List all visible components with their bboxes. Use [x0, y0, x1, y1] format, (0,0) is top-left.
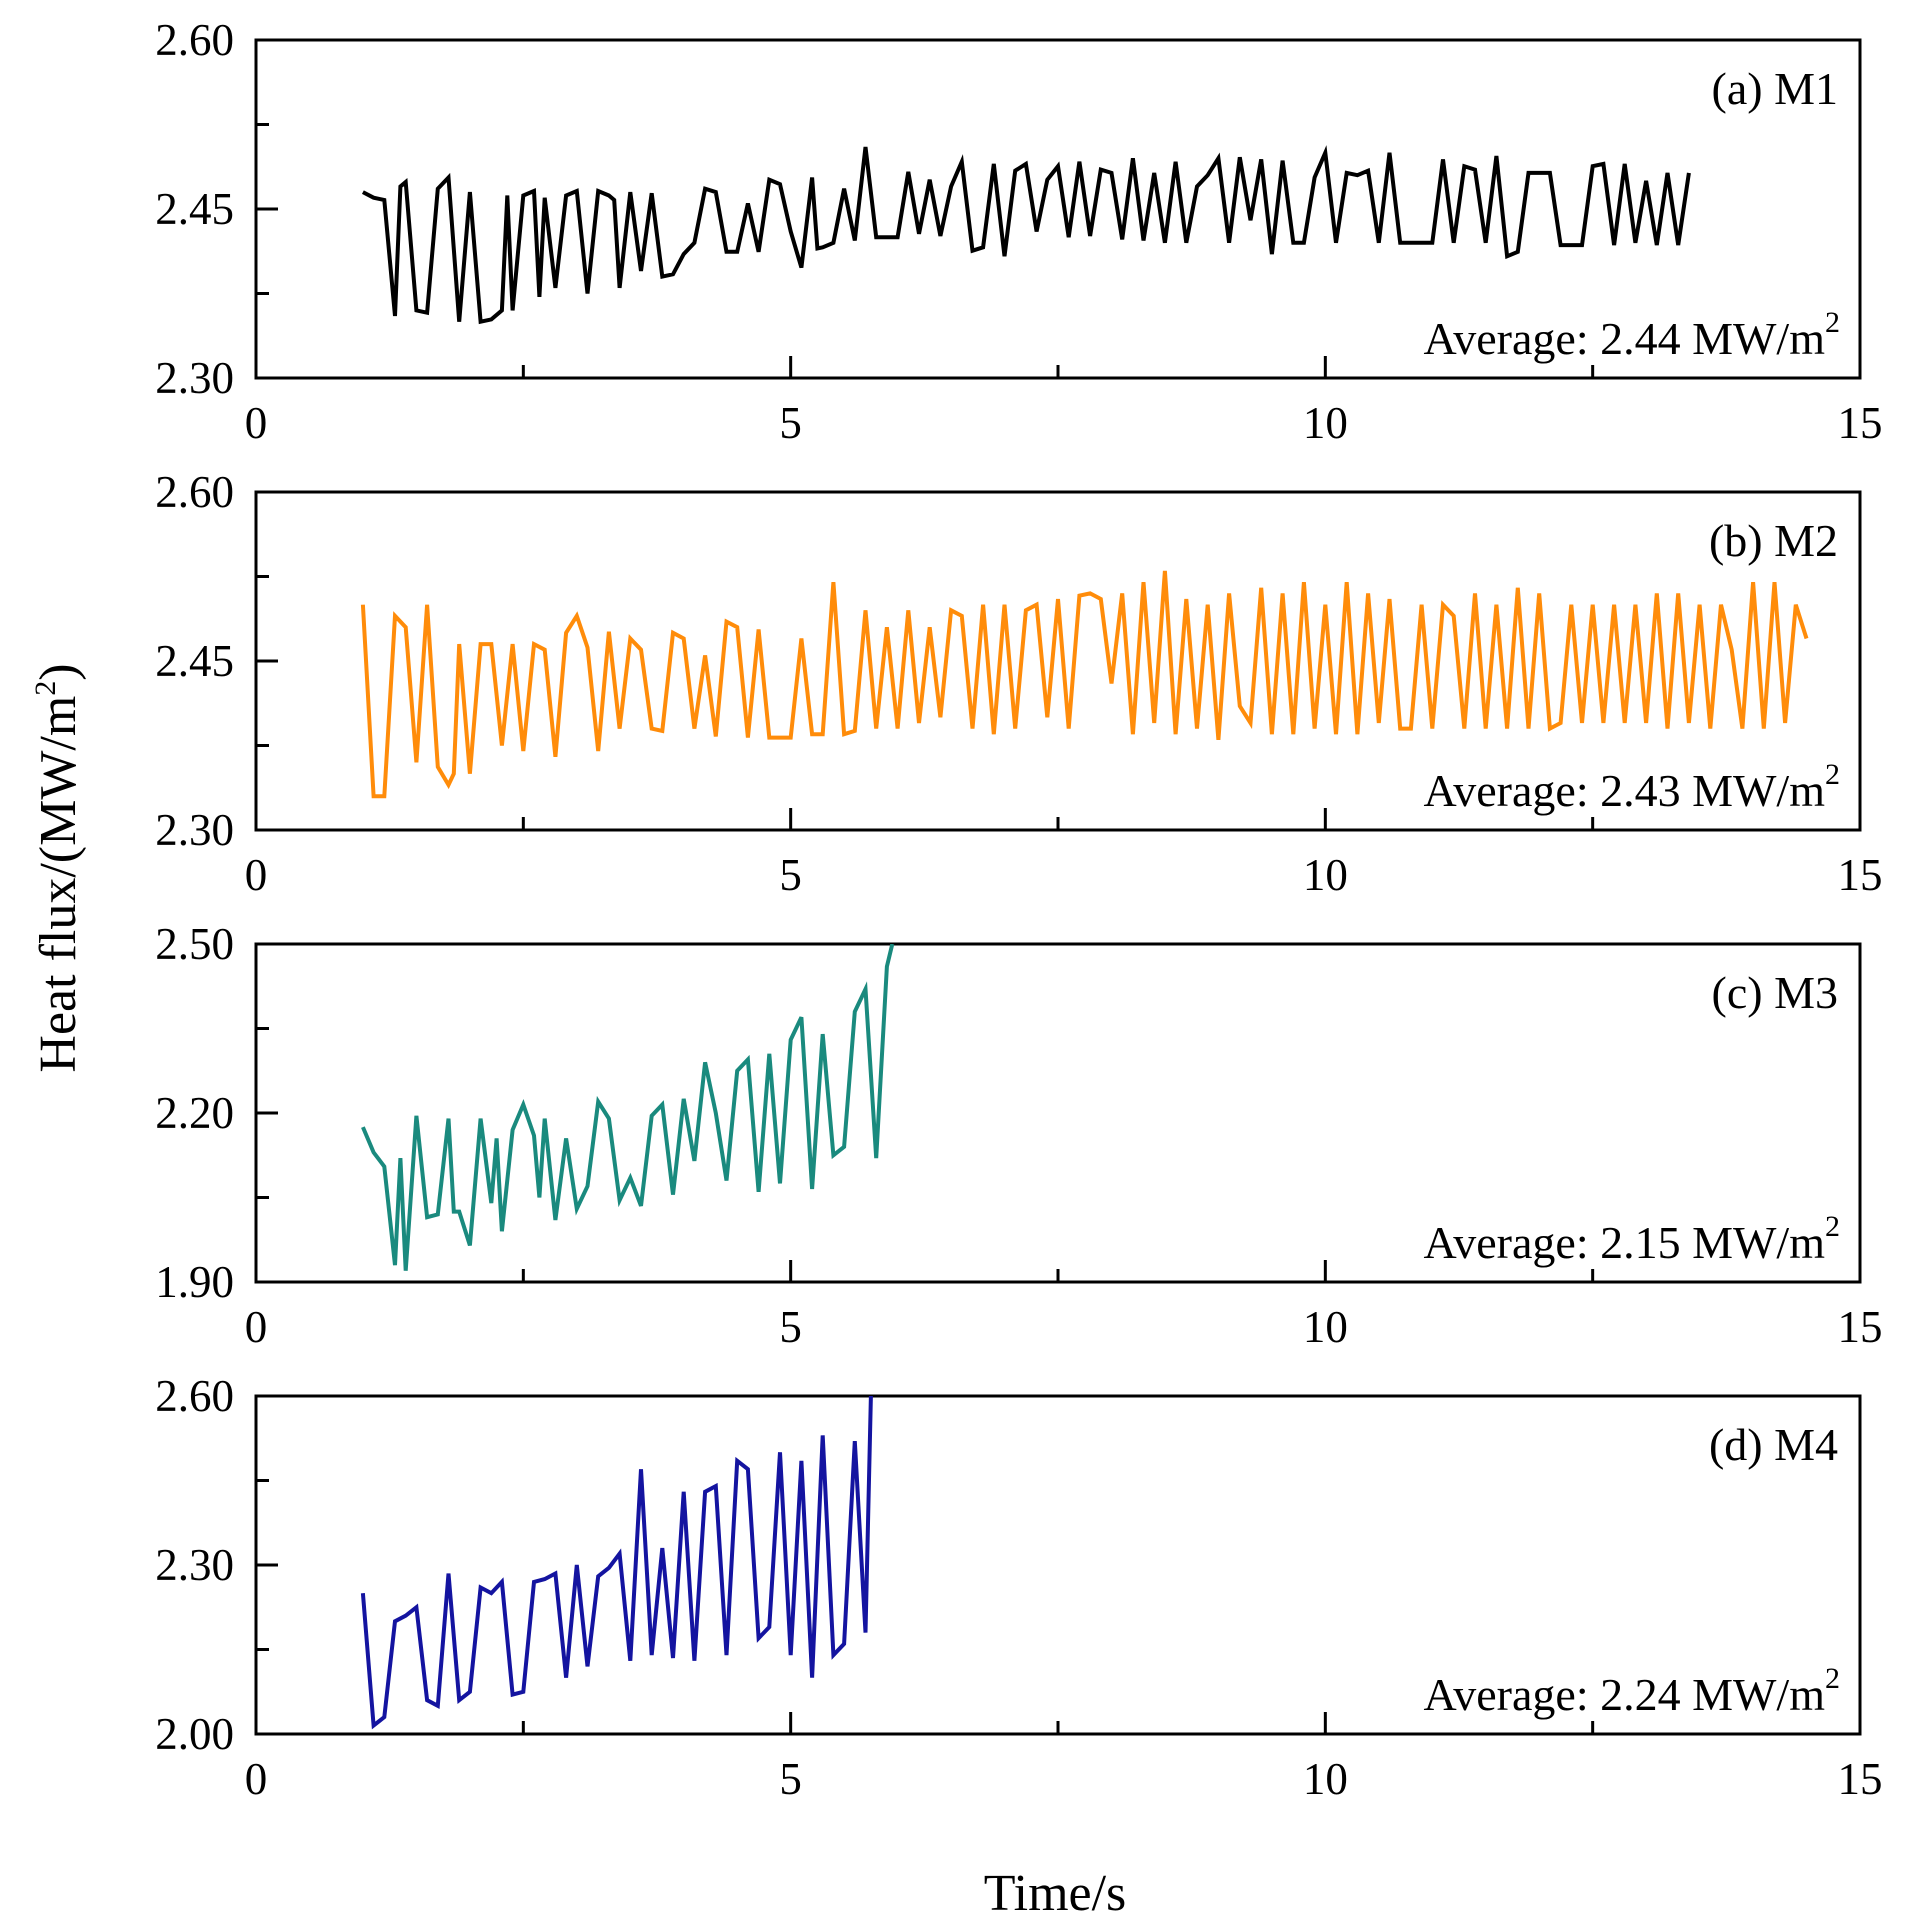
y-axis-title-sup: 2 — [29, 681, 62, 696]
x-axis-title: Time/s — [984, 1865, 1127, 1922]
x-tick-label: 10 — [1303, 1302, 1348, 1352]
x-tick-label: 5 — [779, 1302, 802, 1352]
series-line — [360, 570, 1809, 799]
y-tick-label: 2.30 — [155, 1540, 234, 1590]
x-tick-label: 0 — [245, 1754, 268, 1804]
x-tick-label: 15 — [1838, 398, 1883, 448]
panel-3: 0 5 10 15 1.90 2.20 2.50 (c) M3 Average: 2.15 MW… — [155, 919, 1882, 1352]
x-tick-label: 15 — [1838, 1302, 1883, 1352]
x-tick-label: 10 — [1303, 1754, 1348, 1804]
y-tick-label: 1.90 — [155, 1257, 234, 1307]
panel-2: 0 5 10 15 2.30 2.45 2.60 (b) M2 Average: 2.43 MW… — [155, 467, 1882, 900]
series-line — [361, 944, 895, 1271]
average-text: Average: 2.24 MW/m — [1423, 1669, 1825, 1720]
y-tick-label: 2.30 — [155, 353, 234, 403]
x-tick-label: 0 — [245, 850, 268, 900]
average-sup: 2 — [1825, 1662, 1840, 1695]
average-label: Average: 2.44 MW/m2 — [1423, 306, 1840, 364]
panel-label: (b) M2 — [1709, 515, 1838, 566]
average-text: Average: 2.15 MW/m — [1423, 1217, 1825, 1268]
x-tick-label: 15 — [1838, 1754, 1883, 1804]
average-sup: 2 — [1825, 306, 1840, 339]
average-sup: 2 — [1825, 1210, 1840, 1243]
y-tick-label: 2.00 — [155, 1709, 234, 1759]
x-tick-label: 10 — [1303, 850, 1348, 900]
panel-label: (c) M3 — [1712, 967, 1838, 1018]
y-axis-title-main: Heat flux/(MW/m — [30, 696, 87, 1073]
x-tick-label: 5 — [779, 398, 802, 448]
x-tick-label: 0 — [245, 398, 268, 448]
series-line — [361, 145, 1691, 325]
x-tick-label: 10 — [1303, 398, 1348, 448]
panels: 0 5 10 15 2.30 2.45 2.60 (a) M1 Average: 2.44 MW… — [155, 15, 1882, 1804]
average-label: Average: 2.43 MW/m2 — [1423, 758, 1840, 816]
average-text: Average: 2.44 MW/m — [1423, 313, 1825, 364]
panel-1: 0 5 10 15 2.30 2.45 2.60 (a) M1 Average: 2.44 MW… — [155, 15, 1882, 448]
average-label: Average: 2.15 MW/m2 — [1423, 1210, 1840, 1268]
average-sup: 2 — [1825, 758, 1840, 791]
x-tick-label: 5 — [779, 1754, 802, 1804]
series-line — [360, 1396, 873, 1730]
y-axis-title: Heat flux/(MW/m2) — [29, 663, 87, 1072]
y-tick-label: 2.60 — [155, 467, 234, 517]
average-text: Average: 2.43 MW/m — [1423, 765, 1825, 816]
panel-label: (a) M1 — [1712, 63, 1838, 114]
y-tick-label: 2.20 — [155, 1088, 234, 1138]
x-tick-label: 0 — [245, 1302, 268, 1352]
panel-label: (d) M4 — [1709, 1419, 1838, 1470]
y-tick-label: 2.60 — [155, 1371, 234, 1421]
x-tick-label: 15 — [1838, 850, 1883, 900]
x-tick-label: 5 — [779, 850, 802, 900]
y-tick-label: 2.45 — [155, 184, 234, 234]
y-tick-label: 2.30 — [155, 805, 234, 855]
y-tick-label: 2.60 — [155, 15, 234, 65]
y-axis-title-close: ) — [30, 663, 87, 680]
average-label: Average: 2.24 MW/m2 — [1423, 1662, 1840, 1720]
y-tick-label: 2.45 — [155, 636, 234, 686]
y-tick-label: 2.50 — [155, 919, 234, 969]
panel-4: 0 5 10 15 2.00 2.30 2.60 (d) M4 Average: 2.24 MW… — [155, 1371, 1882, 1804]
